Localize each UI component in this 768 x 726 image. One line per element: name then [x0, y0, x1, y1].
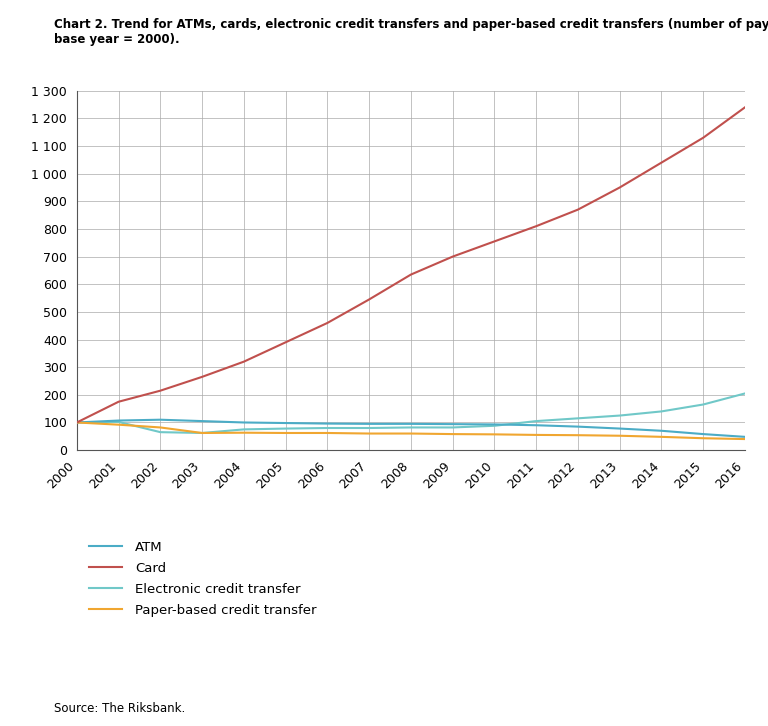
Legend: ATM, Card, Electronic credit transfer, Paper-based credit transfer: ATM, Card, Electronic credit transfer, P…: [84, 536, 322, 622]
Text: Chart 2. Trend for ATMs, cards, electronic credit transfers and paper-based cred: Chart 2. Trend for ATMs, cards, electron…: [54, 18, 768, 46]
Text: Source: The Riksbank.: Source: The Riksbank.: [54, 702, 185, 715]
